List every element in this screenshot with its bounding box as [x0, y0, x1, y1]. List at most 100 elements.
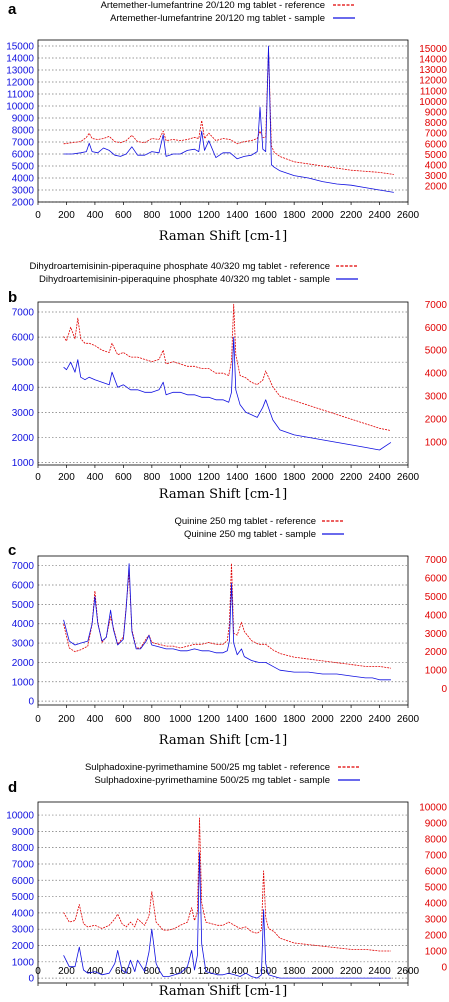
y-left-tick-label: 2000	[12, 941, 35, 952]
y-right-tick-label: 4000	[425, 898, 448, 909]
x-tick-label: 1400	[226, 966, 249, 977]
legend-label: Dihydroartemisinin-piperaquine phosphate…	[30, 261, 330, 272]
x-tick-label: 400	[87, 210, 104, 221]
plot-frame	[37, 801, 409, 984]
x-tick-label: 1600	[255, 714, 278, 725]
y-left-tick-label: 15000	[6, 42, 34, 53]
y-left-tick-label: 7000	[12, 138, 35, 149]
x-tick-label: 600	[115, 472, 132, 483]
y-right-tick-label: 2000	[425, 930, 448, 941]
y-left-tick-label: 1000	[12, 957, 35, 968]
y-right-tick-label: 10000	[419, 802, 447, 813]
y-left-tick-label: 1000	[12, 677, 35, 688]
y-right-tick-label: 5000	[425, 592, 448, 603]
y-left-tick-label: 4000	[12, 619, 35, 630]
x-axis-label: Raman Shift [cm-1]	[159, 733, 287, 748]
x-tick-label: 800	[144, 210, 161, 221]
y-left-tick-label: 5000	[12, 358, 35, 369]
y-left-tick-label: 3000	[12, 408, 35, 419]
x-tick-label: 1600	[255, 210, 278, 221]
y-right-tick-label: 1000	[425, 946, 448, 957]
x-tick-label: 200	[58, 966, 75, 977]
y-left-tick-label: 0	[28, 974, 34, 985]
x-tick-label: 600	[115, 210, 132, 221]
y-right-tick-label: 8000	[425, 834, 448, 845]
y-right-tick-label: 5000	[425, 346, 448, 357]
x-tick-label: 2400	[368, 472, 391, 483]
x-tick-label: 1800	[283, 210, 306, 221]
y-right-tick-label: 4000	[425, 160, 448, 171]
x-tick-label: 800	[144, 714, 161, 725]
y-left-tick-label: 7000	[12, 561, 35, 572]
y-right-tick-label: 6000	[425, 323, 448, 334]
chart-panel-c: c 0 200 400 600 800 1000 1200 1400 1600 1800 2000 22…	[8, 516, 447, 748]
y-right-tick-label: 7000	[425, 129, 448, 140]
x-tick-label: 2000	[311, 966, 334, 977]
y-left-tick-label: 6000	[12, 876, 35, 887]
y-left-tick-label: 11000	[7, 90, 35, 101]
y-left-tick-label: 0	[28, 697, 34, 708]
y-left-tick-label: 8000	[12, 126, 35, 137]
y-right-tick-label: 6000	[425, 574, 448, 585]
y-right-tick-label: 0	[441, 962, 447, 973]
y-left-tick-label: 8000	[12, 843, 35, 854]
y-right-tick-label: 1000	[425, 438, 448, 449]
y-left-tick-label: 6000	[12, 333, 35, 344]
chart-panel-b: b 0 200 400 600 800 1000 1200 1400 1600 1800 2000 22…	[8, 261, 447, 502]
x-tick-label: 2600	[397, 714, 420, 725]
legend-label: Sulphadoxine-pyrimethamine 500/25 mg tab…	[94, 775, 330, 786]
y-left-tick-label: 2000	[12, 198, 35, 209]
x-tick-label: 2200	[340, 714, 363, 725]
x-tick-label: 2600	[397, 210, 420, 221]
y-right-tick-label: 7000	[425, 850, 448, 861]
y-right-tick-label: 12000	[419, 76, 447, 87]
y-right-tick-label: 3000	[425, 629, 448, 640]
x-tick-label: 400	[87, 714, 104, 725]
y-right-tick-label: 2000	[425, 647, 448, 658]
x-tick-label: 0	[35, 210, 41, 221]
x-tick-label: 2600	[397, 966, 420, 977]
legend-label: Quinine 250 mg tablet - sample	[184, 529, 316, 540]
y-right-tick-label: 13000	[419, 65, 447, 76]
x-tick-label: 1000	[169, 966, 192, 977]
x-tick-label: 2200	[340, 966, 363, 977]
y-right-tick-label: 4000	[425, 369, 448, 380]
y-left-tick-label: 9000	[12, 827, 35, 838]
legend-label: Quinine 250 mg tablet - reference	[174, 516, 316, 527]
y-left-tick-label: 5000	[12, 892, 35, 903]
y-left-tick-label: 14000	[6, 54, 34, 65]
series-line-reference	[63, 303, 391, 431]
y-right-tick-label: 3000	[425, 171, 448, 182]
plot-frame	[37, 555, 409, 706]
y-right-tick-label: 11000	[420, 86, 448, 97]
x-tick-label: 1800	[283, 966, 306, 977]
y-left-tick-label: 2000	[12, 658, 35, 669]
plot-frame	[37, 39, 409, 203]
y-right-tick-label: 3000	[425, 392, 448, 403]
x-tick-label: 2000	[311, 714, 334, 725]
y-left-tick-label: 3000	[12, 925, 35, 936]
y-left-tick-label: 7000	[12, 308, 35, 319]
y-left-tick-label: 10000	[6, 102, 34, 113]
y-left-tick-label: 4000	[12, 383, 35, 394]
legend-label: Artemether-lumefantrine 20/120 mg tablet…	[101, 0, 325, 11]
x-tick-label: 2400	[368, 966, 391, 977]
y-right-tick-label: 8000	[425, 118, 448, 129]
y-right-tick-label: 2000	[425, 415, 448, 426]
chart-panel-a: a 0 200 400 600 800 1000 1200 1400 1600 1800 2000 22…	[6, 0, 447, 244]
x-tick-label: 1600	[255, 472, 278, 483]
series-line-reference	[63, 563, 391, 669]
y-right-tick-label: 6000	[425, 866, 448, 877]
x-tick-label: 2200	[340, 210, 363, 221]
y-right-tick-label: 1000	[425, 666, 448, 677]
x-tick-label: 1200	[198, 210, 221, 221]
x-tick-label: 1200	[198, 714, 221, 725]
y-left-tick-label: 2000	[12, 433, 35, 444]
y-right-tick-label: 6000	[425, 139, 448, 150]
x-axis-label: Raman Shift [cm-1]	[159, 229, 287, 244]
legend-label: Sulphadoxine-pyrimethamine 500/25 mg tab…	[85, 762, 330, 773]
x-tick-label: 1200	[198, 966, 221, 977]
series-line-sample	[63, 45, 394, 193]
x-tick-label: 800	[144, 966, 161, 977]
